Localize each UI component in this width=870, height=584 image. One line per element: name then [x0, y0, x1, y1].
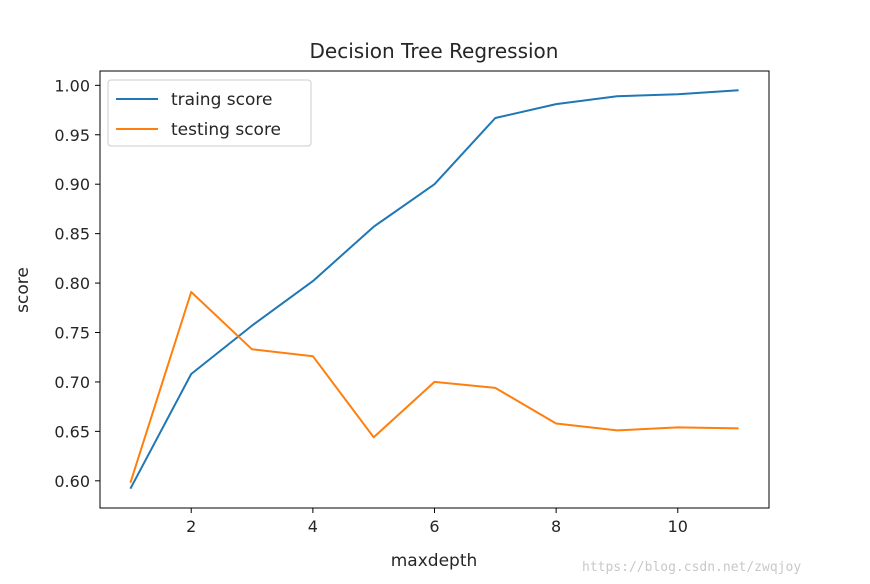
x-axis-label: maxdepth	[391, 551, 478, 571]
y-tick-label: 0.80	[54, 274, 90, 293]
legend-label-1: traing score	[171, 90, 272, 110]
y-tick-label: 0.60	[54, 472, 90, 491]
watermark: https://blog.csdn.net/zwqjoy	[582, 560, 801, 575]
x-tick-label: 2	[186, 517, 196, 536]
y-axis: 0.60 0.65 0.70 0.75 0.80 0.85 0.90 0.95 1.00	[54, 76, 100, 491]
y-tick-label: 0.85	[54, 225, 90, 244]
x-tick-label: 8	[551, 517, 561, 536]
legend-label-2: testing score	[171, 120, 281, 140]
series-line-2	[129, 291, 739, 484]
legend: traing score testing score	[107, 79, 312, 147]
chart-title: Decision Tree Regression	[310, 39, 559, 63]
y-tick-label: 0.95	[54, 126, 90, 145]
y-tick-label: 0.90	[54, 175, 90, 194]
x-tick-label: 10	[668, 517, 688, 536]
legend-box	[107, 79, 312, 147]
series-lines	[129, 89, 739, 490]
x-tick-label: 4	[308, 517, 318, 536]
y-tick-label: 0.75	[54, 324, 90, 343]
y-tick-label: 0.70	[54, 373, 90, 392]
x-axis: 2 4 6 8 10	[186, 508, 688, 536]
y-axis-label: score	[13, 267, 33, 313]
x-tick-label: 6	[429, 517, 439, 536]
series-line-1	[129, 89, 739, 490]
y-tick-label: 0.65	[54, 422, 90, 441]
y-tick-label: 1.00	[54, 76, 90, 95]
